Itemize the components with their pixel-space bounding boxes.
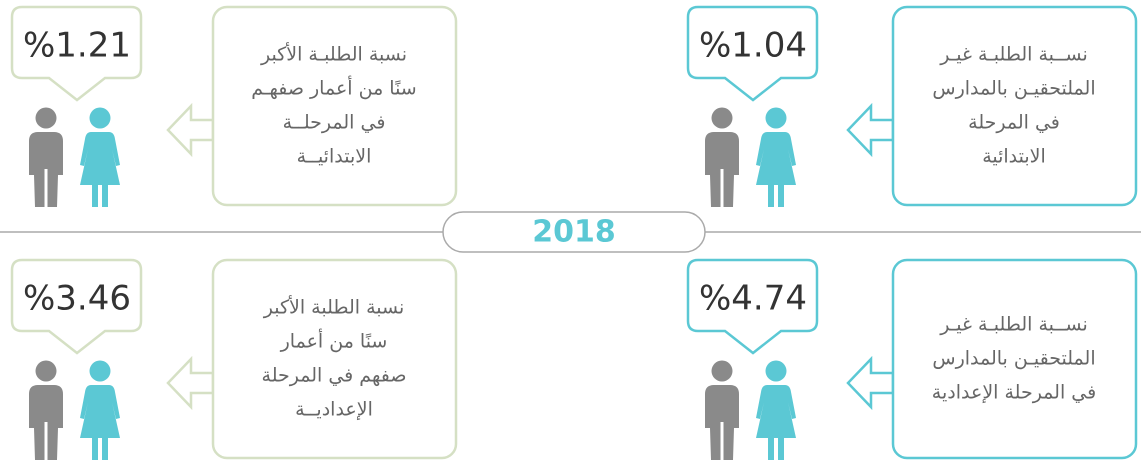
card: %1.04 نســبة الطلبـة غيـر الملتحقيـن بالمد… [686,5,1138,207]
body [705,132,739,207]
value: %3.46 [23,279,131,319]
dress [756,385,796,460]
description-line: سنًا من أعمار صفهـم [251,76,416,100]
description-box [211,5,458,207]
card: %1.21 نسبة الطلبـة الأكبر سنًا من أعمار صف… [10,5,458,207]
description-line: الابتدائية [982,146,1046,168]
arrow [846,102,895,158]
description-line: في المرحلة الإعدادية [932,382,1096,404]
head [711,107,733,129]
description-line: نسبة الطلبة الأكبر [263,296,404,319]
description-line: الابتدائيــة [297,146,372,168]
description-line: الملتحقيـن بالمدارس [932,348,1095,370]
description-line: نســبة الطلبـة غيـر [939,44,1088,66]
female-icon [756,107,796,207]
arrow [166,102,215,158]
head [765,107,787,129]
body [29,385,63,460]
female-icon [80,107,120,207]
female-icon [756,360,796,460]
head [711,360,733,382]
description-box [891,258,1138,460]
year: 2018 [532,215,616,250]
male-icon [705,360,739,460]
description-box [211,258,458,460]
male-icon [705,107,739,207]
description-line: الملتحقيـن بالمدارس [932,78,1095,100]
value-badge [686,258,819,355]
description-line: صفهم في المرحلة [262,365,407,387]
card: %3.46 نسبة الطلبة الأكبر سنًا من أعمار صفهم… [10,258,458,460]
description-box [891,5,1138,207]
description-line: نســبة الطلبـة غيـر [939,314,1088,336]
arrow [166,355,215,411]
description-line: في المرحلــة [283,112,386,134]
male-icon [29,360,63,460]
head [89,107,111,129]
description-line: سنًا من أعمار [280,329,388,353]
value: %4.74 [699,279,807,319]
description-line: في المرحلة [968,112,1060,134]
female-icon [80,360,120,460]
dress [756,132,796,207]
value-badge [10,5,143,102]
dress [80,385,120,460]
head [35,360,57,382]
description-line: الإعداديــة [295,399,373,421]
body [705,385,739,460]
card: %4.74 نســبة الطلبـة غيـر الملتحقيـن بالمد… [686,258,1138,460]
value-badge [10,258,143,355]
value: %1.21 [23,26,131,66]
year-pill [442,211,706,253]
dress [80,132,120,207]
arrow [846,355,895,411]
description-line: نسبة الطلبـة الأكبر [260,43,407,66]
male-icon [29,107,63,207]
value: %1.04 [699,26,807,66]
head [35,107,57,129]
value-badge [686,5,819,102]
body [29,132,63,207]
head [765,360,787,382]
head [89,360,111,382]
